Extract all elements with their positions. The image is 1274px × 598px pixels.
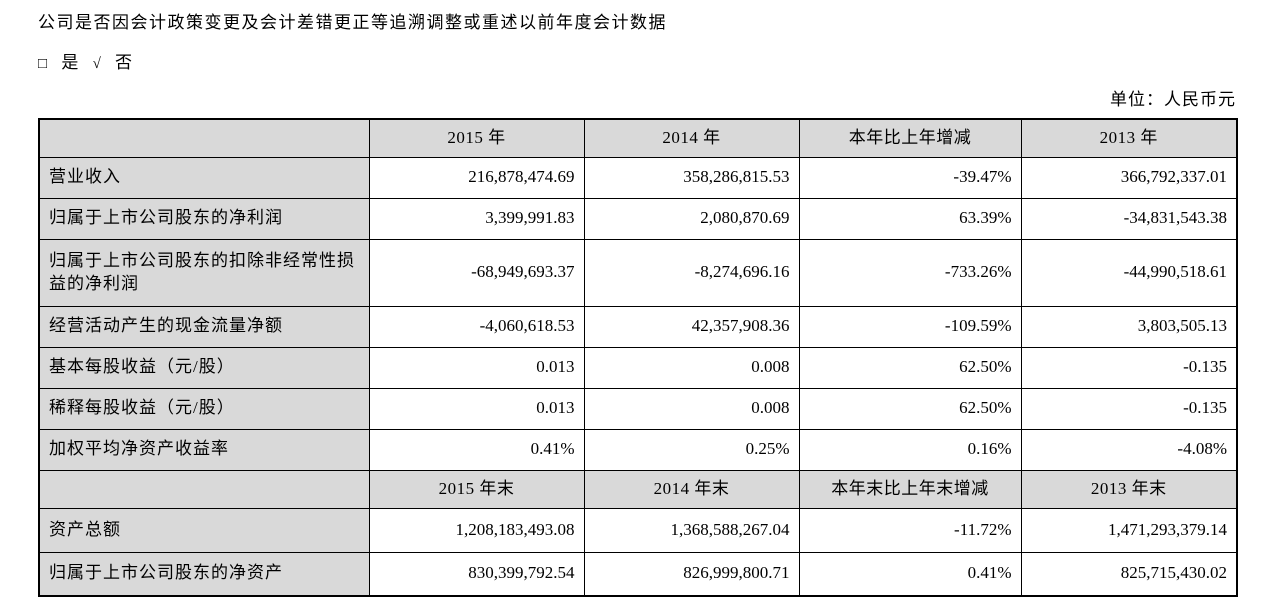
cell-value: 0.25% <box>583 428 800 471</box>
checkbox-unchecked-icon: □ <box>38 56 48 72</box>
table-row-net-profit-excl-nonrecurring: 归属于上市公司股东的扣除非经常性损益的净利润 -68,949,693.37 -8… <box>38 238 1238 307</box>
column-header-yearend-change: 本年末比上年末增减 <box>798 469 1022 509</box>
row-label: 稀释每股收益（元/股） <box>38 387 370 430</box>
cell-value: -11.72% <box>798 507 1022 553</box>
column-header-2014: 2014 年 <box>583 118 800 158</box>
row-label: 加权平均净资产收益率 <box>38 428 370 471</box>
table-row-diluted-eps: 稀释每股收益（元/股） 0.013 0.008 62.50% -0.135 <box>38 387 1238 430</box>
row-label: 资产总额 <box>38 507 370 553</box>
row-label: 归属于上市公司股东的净利润 <box>38 197 370 240</box>
cell-value: 42,357,908.36 <box>583 305 800 348</box>
cell-value: -0.135 <box>1020 387 1238 430</box>
cell-value: 216,878,474.69 <box>368 156 585 199</box>
cell-value: 826,999,800.71 <box>583 551 800 597</box>
table-row-net-assets: 归属于上市公司股东的净资产 830,399,792.54 826,999,800… <box>38 551 1238 597</box>
row-label: 归属于上市公司股东的净资产 <box>38 551 370 597</box>
cell-value: 825,715,430.02 <box>1020 551 1238 597</box>
row-label: 营业收入 <box>38 156 370 199</box>
unit-label: 单位：人民币元 <box>1110 90 1236 109</box>
restatement-question: 公司是否因会计政策变更及会计差错更正等追溯调整或重述以前年度会计数据 <box>38 13 667 32</box>
table-row-operating-revenue: 营业收入 216,878,474.69 358,286,815.53 -39.4… <box>38 156 1238 199</box>
cell-value: 0.41% <box>368 428 585 471</box>
cell-value: 62.50% <box>798 346 1022 389</box>
cell-value: 0.008 <box>583 387 800 430</box>
year-header-row: 2015 年 2014 年 本年比上年增减 2013 年 <box>38 118 1238 158</box>
cell-value: 366,792,337.01 <box>1020 156 1238 199</box>
yes-label: 是 <box>61 53 79 72</box>
cell-value: 0.008 <box>583 346 800 389</box>
cell-value: 3,803,505.13 <box>1020 305 1238 348</box>
cell-value: -68,949,693.37 <box>368 238 585 307</box>
column-header-2015-end: 2015 年末 <box>368 469 585 509</box>
yearend-header-row: 2015 年末 2014 年末 本年末比上年末增减 2013 年末 <box>38 469 1238 509</box>
cell-value: -44,990,518.61 <box>1020 238 1238 307</box>
cell-value: 2,080,870.69 <box>583 197 800 240</box>
cell-value: 0.16% <box>798 428 1022 471</box>
cell-value: -109.59% <box>798 305 1022 348</box>
corner-cell <box>38 118 370 158</box>
cell-value: 0.013 <box>368 387 585 430</box>
no-label: 否 <box>115 53 133 72</box>
cell-value: -8,274,696.16 <box>583 238 800 307</box>
column-header-2015: 2015 年 <box>368 118 585 158</box>
table-row-basic-eps: 基本每股收益（元/股） 0.013 0.008 62.50% -0.135 <box>38 346 1238 389</box>
table-row-weighted-avg-roe: 加权平均净资产收益率 0.41% 0.25% 0.16% -4.08% <box>38 428 1238 471</box>
check-icon: √ <box>92 56 101 72</box>
column-header-2014-end: 2014 年末 <box>583 469 800 509</box>
cell-value: 830,399,792.54 <box>368 551 585 597</box>
cell-value: 1,208,183,493.08 <box>368 507 585 553</box>
cell-value: 0.41% <box>798 551 1022 597</box>
cell-value: 0.013 <box>368 346 585 389</box>
cell-value: -39.47% <box>798 156 1022 199</box>
cell-value: -34,831,543.38 <box>1020 197 1238 240</box>
column-header-2013: 2013 年 <box>1020 118 1238 158</box>
cell-value: 1,368,588,267.04 <box>583 507 800 553</box>
table-row-operating-cash-flow: 经营活动产生的现金流量净额 -4,060,618.53 42,357,908.3… <box>38 305 1238 348</box>
table-row-net-profit: 归属于上市公司股东的净利润 3,399,991.83 2,080,870.69 … <box>38 197 1238 240</box>
cell-value: -4,060,618.53 <box>368 305 585 348</box>
column-header-2013-end: 2013 年末 <box>1020 469 1238 509</box>
corner-cell <box>38 469 370 509</box>
row-label: 经营活动产生的现金流量净额 <box>38 305 370 348</box>
cell-value: 1,471,293,379.14 <box>1020 507 1238 553</box>
table-row-total-assets: 资产总额 1,208,183,493.08 1,368,588,267.04 -… <box>38 507 1238 553</box>
column-header-yoy-change: 本年比上年增减 <box>798 118 1022 158</box>
cell-value: 3,399,991.83 <box>368 197 585 240</box>
cell-value: 63.39% <box>798 197 1022 240</box>
row-label: 归属于上市公司股东的扣除非经常性损益的净利润 <box>38 238 370 307</box>
cell-value: -733.26% <box>798 238 1022 307</box>
restatement-choices: □ 是 √ 否 <box>38 48 1236 73</box>
row-label: 基本每股收益（元/股） <box>38 346 370 389</box>
cell-value: -0.135 <box>1020 346 1238 389</box>
key-financials-table: 2015 年 2014 年 本年比上年增减 2013 年 营业收入 216,87… <box>38 118 1238 597</box>
cell-value: -4.08% <box>1020 428 1238 471</box>
cell-value: 358,286,815.53 <box>583 156 800 199</box>
cell-value: 62.50% <box>798 387 1022 430</box>
